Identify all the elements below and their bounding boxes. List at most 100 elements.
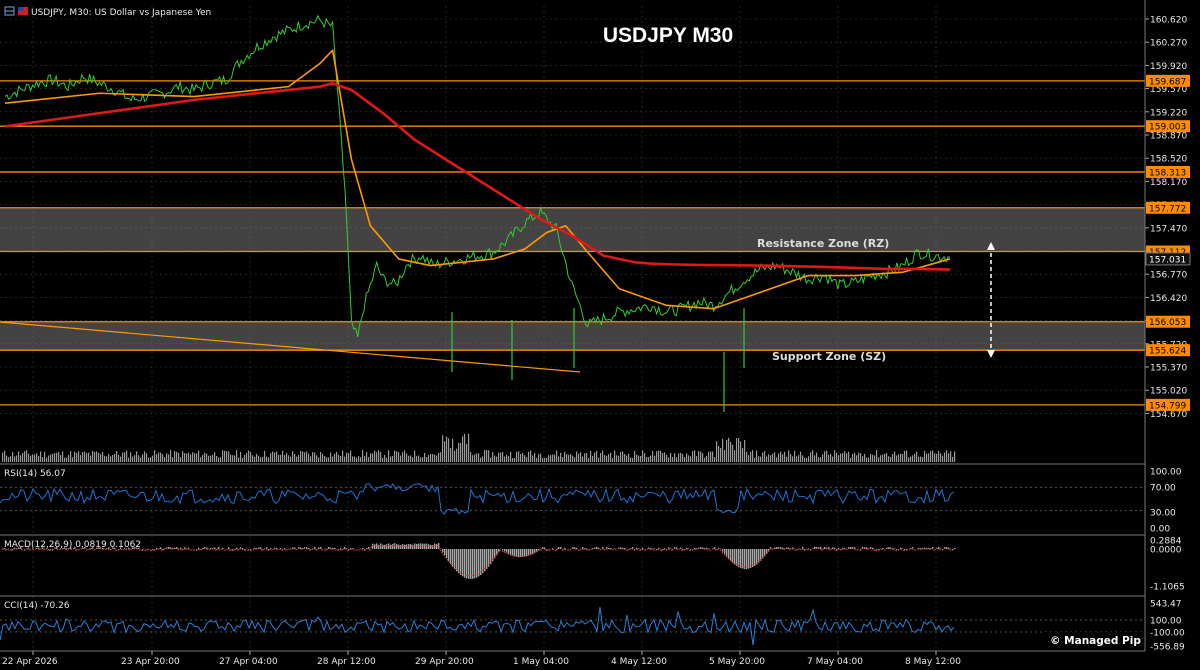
volume-bar	[570, 454, 572, 462]
macd-bar	[596, 546, 598, 549]
volume-bar	[380, 452, 382, 462]
macd-bar	[138, 547, 140, 549]
volume-bar	[216, 455, 218, 462]
volume-bar	[676, 457, 678, 462]
volume-bar	[34, 454, 36, 462]
macd-bar	[436, 544, 438, 549]
volume-bar	[780, 451, 782, 462]
volume-bar	[904, 451, 906, 462]
macd-bar	[484, 549, 486, 572]
macd-bar	[364, 549, 366, 550]
volume-bar	[848, 451, 850, 462]
volume-bar	[510, 451, 512, 462]
macd-bar	[350, 548, 352, 549]
volume-bar	[230, 454, 232, 462]
volume-bar	[64, 457, 66, 462]
macd-bar	[42, 547, 44, 549]
macd-bar	[452, 549, 454, 567]
volume-bar	[128, 457, 130, 462]
macd-bar	[924, 547, 926, 549]
volume-bar	[8, 457, 10, 462]
volume-bar	[276, 451, 278, 462]
level-label-bg	[1146, 165, 1190, 178]
time-tick-label: 22 Apr 2026	[2, 657, 58, 667]
volume-bar	[508, 456, 510, 462]
volume-bar	[222, 450, 224, 462]
volume-bar	[950, 451, 952, 462]
volume-bar	[406, 453, 408, 462]
macd-bar	[218, 547, 220, 549]
macd-signal-line	[1, 544, 955, 577]
volume-bar	[770, 455, 772, 462]
volume-bar	[538, 454, 540, 462]
volume-bar	[244, 454, 246, 462]
macd-bar	[414, 543, 416, 549]
volume-bar	[606, 455, 608, 462]
macd-bar	[420, 543, 422, 549]
volume-bar	[414, 450, 416, 462]
macd-bar	[724, 549, 726, 554]
volume-bar	[294, 453, 296, 462]
volume-bar	[388, 450, 390, 462]
macd-bar	[300, 547, 302, 549]
volume-bar	[584, 453, 586, 462]
macd-bar	[732, 549, 734, 563]
volume-bar	[52, 453, 54, 462]
volume-bar	[142, 454, 144, 462]
macd-bar	[210, 548, 212, 549]
macd-bar	[328, 547, 330, 549]
macd-bar	[164, 548, 166, 549]
volume-bar	[674, 453, 676, 462]
volume-bar	[682, 453, 684, 462]
volume-bar	[430, 453, 432, 462]
volume-bar	[428, 455, 430, 462]
volume-bar	[946, 450, 948, 462]
indicator-tick-label: -1.1065	[1150, 583, 1185, 593]
volume-bar	[858, 452, 860, 462]
macd-bar	[458, 549, 460, 574]
volume-bar	[238, 457, 240, 462]
macd-bar	[346, 548, 348, 549]
price-tick-label: 156.770	[1150, 271, 1187, 281]
volume-bar	[68, 454, 70, 462]
volume-bar	[872, 454, 874, 462]
macd-bar	[758, 549, 760, 563]
volume-bar	[778, 453, 780, 462]
macd-bar	[254, 547, 256, 549]
macd-bar	[882, 548, 884, 549]
volume-bar	[882, 454, 884, 462]
time-axis: 22 Apr 2026 23 Apr 20:00 27 Apr 04:00 28 Ap…	[2, 651, 961, 667]
volume-bar	[120, 456, 122, 462]
level-label-bg	[1146, 201, 1190, 214]
volume-bar	[396, 451, 398, 462]
volume-bar	[744, 439, 746, 462]
macd-bar	[930, 548, 932, 549]
macd-bar	[196, 549, 198, 550]
volume-bar	[102, 452, 104, 462]
volume-bar	[920, 456, 922, 462]
volume-bar	[846, 453, 848, 462]
volume-bar	[360, 457, 362, 462]
volume-bar	[844, 451, 846, 462]
volume-bar	[228, 451, 230, 462]
volume-bar	[594, 452, 596, 462]
volume-bar	[392, 456, 394, 462]
volume-bar	[702, 453, 704, 462]
macd-bar	[630, 548, 632, 549]
volume-bar	[368, 457, 370, 462]
volume-bar	[786, 456, 788, 462]
volume-bar	[552, 454, 554, 462]
macd-bar	[750, 549, 752, 569]
macd-bar	[236, 547, 238, 549]
volume-bar	[754, 457, 756, 462]
volume-bar	[556, 450, 558, 462]
volume-bar	[704, 457, 706, 462]
macd-bar	[538, 549, 540, 551]
macd-bar	[334, 548, 336, 549]
macd-bar	[752, 549, 754, 568]
macd-bar	[584, 548, 586, 549]
price-tick-label: 159.920	[1150, 62, 1187, 72]
volume-bar	[382, 457, 384, 462]
volume-bar	[76, 452, 78, 462]
volume-bar	[896, 455, 898, 462]
